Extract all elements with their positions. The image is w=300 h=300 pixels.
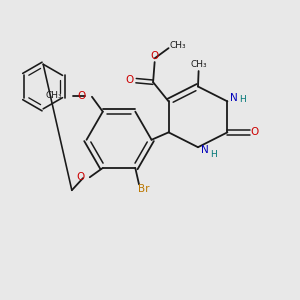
Text: H: H bbox=[210, 149, 217, 158]
Text: O: O bbox=[77, 91, 85, 100]
Text: N: N bbox=[230, 93, 238, 103]
Text: O: O bbox=[126, 75, 134, 85]
Text: CH₃: CH₃ bbox=[169, 40, 186, 50]
Text: H: H bbox=[239, 95, 246, 104]
Text: CH₃: CH₃ bbox=[190, 60, 207, 69]
Text: N: N bbox=[201, 145, 209, 155]
Text: O: O bbox=[251, 128, 259, 137]
Text: Br: Br bbox=[138, 184, 150, 194]
Text: O: O bbox=[151, 52, 159, 61]
Text: CH₃: CH₃ bbox=[45, 91, 62, 100]
Text: O: O bbox=[76, 172, 84, 182]
